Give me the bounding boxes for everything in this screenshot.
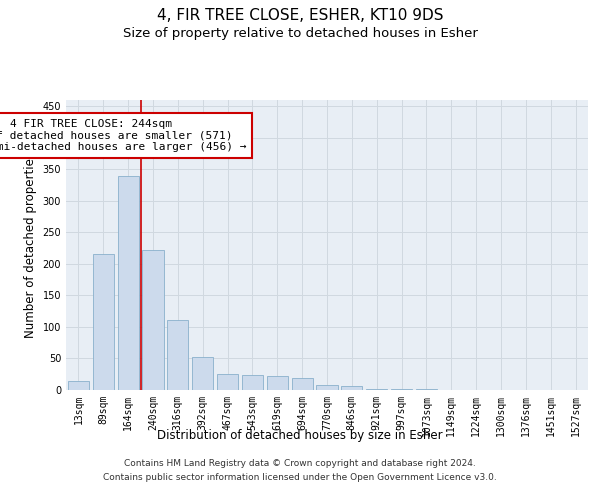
Bar [93, 254, 114, 390]
Bar [292, 378, 313, 390]
Text: Size of property relative to detached houses in Esher: Size of property relative to detached ho… [122, 28, 478, 40]
Bar [118, 176, 139, 390]
Text: Distribution of detached houses by size in Esher: Distribution of detached houses by size … [157, 430, 443, 442]
Text: 4, FIR TREE CLOSE, ESHER, KT10 9DS: 4, FIR TREE CLOSE, ESHER, KT10 9DS [157, 8, 443, 22]
Text: 4 FIR TREE CLOSE: 244sqm
← 55% of detached houses are smaller (571)
44% of semi-: 4 FIR TREE CLOSE: 244sqm ← 55% of detach… [0, 119, 246, 152]
Bar [68, 380, 89, 390]
Bar [167, 320, 188, 390]
Text: Contains HM Land Registry data © Crown copyright and database right 2024.: Contains HM Land Registry data © Crown c… [124, 458, 476, 468]
Bar [391, 388, 412, 390]
Text: Contains public sector information licensed under the Open Government Licence v3: Contains public sector information licen… [103, 474, 497, 482]
Bar [267, 376, 288, 390]
Bar [366, 388, 387, 390]
Bar [192, 357, 213, 390]
Bar [316, 385, 338, 390]
Bar [217, 374, 238, 390]
Bar [341, 386, 362, 390]
Bar [142, 250, 164, 390]
Bar [242, 375, 263, 390]
Y-axis label: Number of detached properties: Number of detached properties [24, 152, 37, 338]
